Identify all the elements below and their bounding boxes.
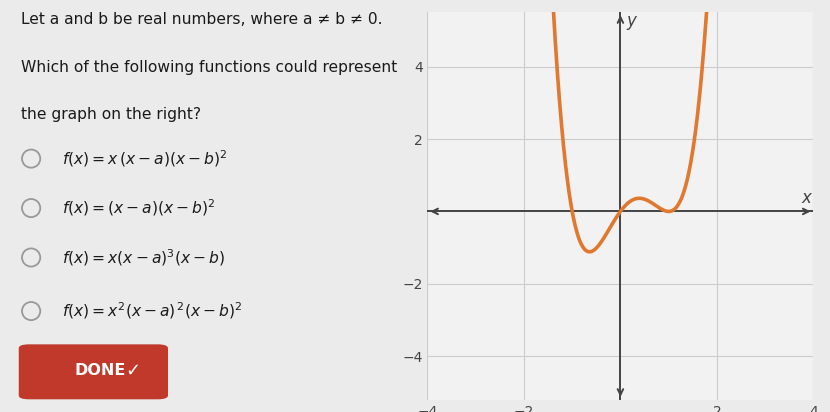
- FancyBboxPatch shape: [19, 344, 168, 399]
- Text: $f(x)=x\,(x-a)(x-b)^2$: $f(x)=x\,(x-a)(x-b)^2$: [62, 148, 227, 169]
- Text: Let a and b be real numbers, where a ≠ b ≠ 0.: Let a and b be real numbers, where a ≠ b…: [21, 12, 383, 27]
- Text: DONE: DONE: [74, 363, 125, 378]
- Text: ✓: ✓: [125, 362, 140, 380]
- Text: x: x: [801, 189, 811, 207]
- Text: $f(x)=x^2(x-a)^{\,2}(x-b)^2$: $f(x)=x^2(x-a)^{\,2}(x-b)^2$: [62, 301, 242, 321]
- Text: Which of the following functions could represent: Which of the following functions could r…: [21, 60, 397, 75]
- Text: y: y: [626, 12, 636, 30]
- Text: $f(x)=x(x-a)^3(x-b)$: $f(x)=x(x-a)^3(x-b)$: [62, 247, 225, 268]
- Text: $f(x)=(x-a)(x-b)^2$: $f(x)=(x-a)(x-b)^2$: [62, 198, 216, 218]
- Text: the graph on the right?: the graph on the right?: [21, 107, 201, 122]
